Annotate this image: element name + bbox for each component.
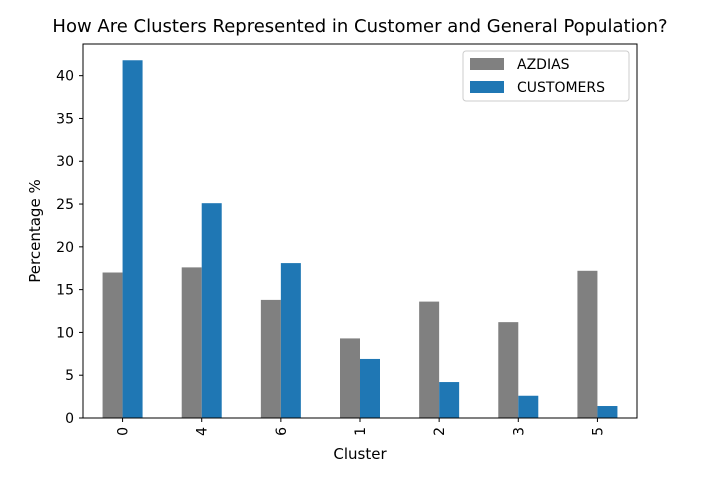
y-tick-label: 30 (56, 154, 74, 170)
legend-swatch-customers (470, 81, 504, 93)
y-tick-label: 35 (56, 111, 74, 127)
x-tick-label: 4 (195, 427, 211, 436)
y-axis: 0 5 10 15 20 25 30 35 40 (56, 69, 83, 427)
x-tick-label: 2 (432, 427, 448, 436)
legend-label-customers: CUSTOMERS (517, 80, 605, 96)
bar-azdias-cluster-5 (577, 270, 598, 418)
y-tick-label: 40 (56, 69, 74, 85)
y-tick-label: 0 (65, 411, 74, 427)
bar-azdias-cluster-3 (498, 322, 519, 418)
y-tick-label: 5 (65, 368, 74, 384)
bar-customers-cluster-3 (518, 395, 539, 418)
x-tick-label: 1 (353, 427, 369, 436)
y-tick-label: 10 (56, 325, 74, 341)
x-axis: 0 4 6 1 2 3 5 (116, 418, 606, 436)
x-tick-label: 6 (274, 427, 290, 436)
bar-customers-cluster-0 (122, 60, 143, 419)
chart-title: How Are Clusters Represented in Customer… (52, 16, 667, 37)
bar-azdias-cluster-4 (181, 267, 202, 418)
bar-customers-cluster-4 (201, 203, 222, 418)
bar-azdias-cluster-0 (102, 272, 123, 418)
bars-group (102, 60, 618, 419)
x-tick-label: 5 (590, 427, 606, 436)
y-tick-label: 20 (56, 240, 74, 256)
bar-customers-cluster-6 (280, 263, 301, 418)
bar-customers-cluster-1 (360, 358, 380, 418)
x-axis-label: Cluster (333, 445, 387, 463)
bar-customers-cluster-2 (439, 382, 460, 418)
legend: AZDIAS CUSTOMERS (462, 50, 630, 102)
x-tick-label: 3 (511, 427, 527, 436)
legend-swatch-azdias (470, 58, 504, 70)
bar-azdias-cluster-6 (260, 299, 281, 418)
x-tick-label: 0 (116, 427, 132, 436)
legend-label-azdias: AZDIAS (517, 57, 570, 73)
plot-frame (82, 43, 638, 419)
bar-azdias-cluster-1 (340, 338, 360, 418)
bar-customers-cluster-5 (597, 406, 618, 418)
y-tick-label: 15 (56, 283, 74, 299)
y-tick-label: 25 (56, 197, 74, 213)
bar-azdias-cluster-2 (419, 301, 440, 418)
y-axis-label: Percentage % (26, 179, 44, 282)
legend-box (462, 50, 630, 102)
